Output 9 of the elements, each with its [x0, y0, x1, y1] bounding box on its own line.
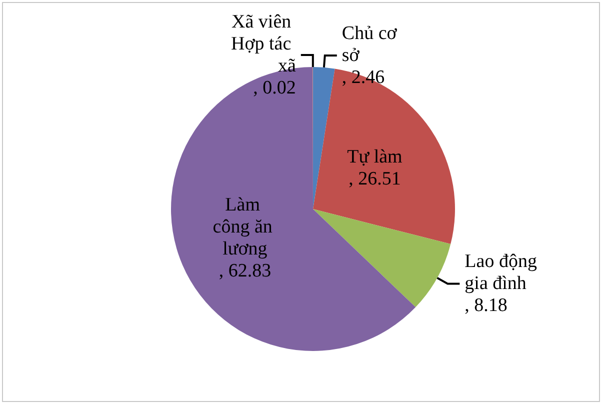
data-label: , 62.83	[218, 260, 272, 282]
data-label: , 26.51	[348, 168, 401, 190]
slice-label: Làm công ăn lương	[212, 194, 278, 260]
slice-label: Chủ cơ sở	[342, 22, 402, 66]
slice-label: Lao động gia đình	[464, 251, 542, 294]
data-label: , 8.18	[464, 295, 508, 316]
data-label: , 0.02	[253, 78, 296, 98]
slice-label: Tự làm	[347, 146, 403, 168]
data-label: , 2.46	[342, 66, 385, 88]
